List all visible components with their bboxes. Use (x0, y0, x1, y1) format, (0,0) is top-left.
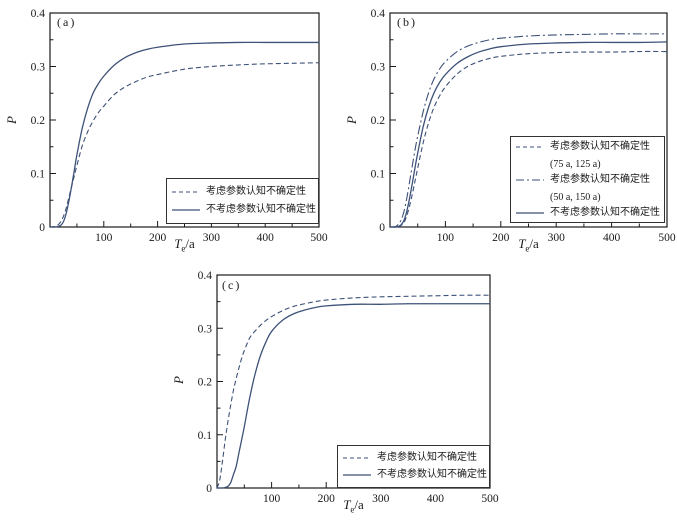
dashed-line-sample-icon (516, 145, 544, 148)
x-tick-label: 300 (372, 493, 390, 505)
legend-item: 不考虑参数认知不确定性 (171, 203, 316, 216)
legend-item: 考虑参数认知不确定性 (171, 186, 314, 198)
panel-b: 100 200 300 400 500 0 0.1 0.2 0.3 0.4 (b) P Te/a … (337, 0, 677, 260)
panel-a: 100 200 300 400 500 0 0.1 0.2 0.3 0.4 (a) P Te/a … (0, 0, 340, 260)
panel-a-y-axis-title: P (4, 116, 19, 124)
y-tick-label: 0.3 (198, 323, 213, 335)
curve-solid (389, 41, 668, 228)
curve-solid (216, 303, 490, 489)
y-tick-label: 0.1 (198, 430, 213, 442)
solid-line-sample-icon (172, 209, 200, 211)
x-tick-label: 100 (95, 232, 113, 244)
panel-b-legend: 考虑参数认知不确定性 (75 a, 125 a) 考虑参数认知不确定性 (50 … (510, 136, 665, 223)
legend-item: 考虑参数认知不确定性 (515, 174, 660, 186)
x-tick-label: 400 (603, 232, 621, 244)
panel-a-legend: 考虑参数认知不确定性 不考虑参数认知不确定性 (166, 178, 319, 224)
legend-item-label: 考虑参数认知不确定性 (550, 173, 650, 185)
x-tick-label: 300 (548, 232, 566, 244)
curve-dashed (389, 50, 668, 228)
y-tick-label: 0.4 (198, 270, 213, 282)
y-tick-label: 0.2 (371, 115, 386, 127)
y-tick-label: 0.3 (371, 62, 386, 74)
y-tick-label: 0.2 (31, 115, 46, 127)
y-tick-label: 0.1 (31, 169, 46, 181)
panel-b-y-axis-title: P (344, 116, 359, 124)
legend-item: 考虑参数认知不确定性 (342, 452, 485, 464)
curve-solid (49, 41, 319, 228)
legend-item-label: 不考虑参数认知不确定性 (377, 468, 487, 480)
panel-a-x-axis-title: Te/a (174, 236, 195, 254)
solid-line-sample-icon (516, 211, 544, 214)
y-tick-label: 0.4 (31, 8, 46, 20)
panel-c-legend: 考虑参数认知不确定性 不考虑参数认知不确定性 (337, 445, 490, 488)
legend-item-sublabel-row: (50 a, 150 a) (550, 187, 660, 205)
legend-item-label: 不考虑参数认知不确定性 (550, 206, 660, 218)
panel-c: 100 200 300 400 500 0 0.1 0.2 0.3 0.4 (c) P Te/a … (160, 265, 520, 529)
y-tick-label: 0.2 (198, 377, 213, 389)
curve-dashed (49, 62, 320, 228)
panel-b-chart: 100 200 300 400 500 0 0.1 0.2 0.3 0.4 (371, 8, 676, 244)
legend-item: 考虑参数认知不确定性 (515, 141, 660, 153)
x-tick-label: 300 (203, 232, 221, 244)
panel-a-chart: 100 200 300 400 500 0 0.1 0.2 0.3 0.4 (31, 8, 328, 244)
legend-item: 不考虑参数认知不确定性 (515, 207, 660, 219)
panel-c-x-axis-title: Te/a (343, 497, 364, 515)
y-tick-label: 0.4 (371, 8, 386, 20)
legend-item-label: 考虑参数认知不确定性 (550, 140, 650, 152)
curve-dashdot (389, 33, 667, 228)
x-tick-label: 200 (318, 493, 336, 505)
legend-item-sublabel: (75 a, 125 a) (550, 159, 601, 170)
x-tick-label: 100 (437, 232, 455, 244)
solid-line-sample-icon (343, 474, 371, 476)
y-tick-label: 0.3 (31, 62, 46, 74)
dashdot-line-sample-icon (516, 178, 544, 181)
legend-item-label: 考虑参数认知不确定性 (377, 452, 477, 464)
y-tick-label: 0 (39, 222, 45, 234)
dashed-line-sample-icon (172, 191, 200, 193)
dashed-line-sample-icon (343, 457, 371, 459)
x-tick-label: 500 (481, 493, 499, 505)
x-tick-label: 400 (427, 493, 445, 505)
panel-c-chart: 100 200 300 400 500 0 0.1 0.2 0.3 0.4 (198, 270, 499, 505)
panel-b-label: (b) (397, 15, 417, 29)
legend-item-sublabel: (50 a, 150 a) (550, 192, 601, 203)
x-tick-label: 200 (149, 232, 167, 244)
legend-item: 不考虑参数认知不确定性 (342, 468, 487, 481)
panel-a-label: (a) (57, 15, 77, 29)
curve-dashed (216, 294, 491, 489)
y-tick-label: 0.1 (371, 169, 386, 181)
x-tick-label: 400 (257, 232, 275, 244)
legend-item-label: 不考虑参数认知不确定性 (206, 203, 316, 215)
x-tick-label: 200 (492, 232, 510, 244)
panel-c-y-axis-title: P (171, 376, 186, 384)
y-tick-label: 0 (379, 222, 385, 234)
x-tick-label: 500 (658, 232, 676, 244)
x-tick-label: 100 (263, 493, 281, 505)
panel-b-x-axis-title: Te/a (518, 236, 539, 254)
y-tick-label: 0 (206, 483, 212, 495)
legend-item-label: 考虑参数认知不确定性 (206, 186, 306, 198)
legend-item-sublabel-row: (75 a, 125 a) (550, 154, 660, 172)
panel-c-label: (c) (222, 278, 242, 292)
x-tick-label: 500 (310, 232, 328, 244)
